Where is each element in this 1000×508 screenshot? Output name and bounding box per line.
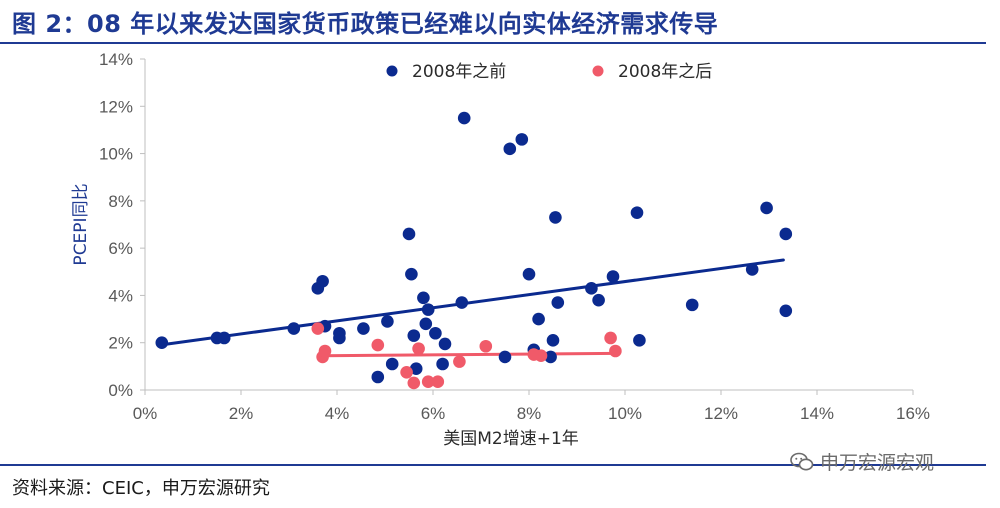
point-before-2008 bbox=[498, 350, 512, 364]
x-tick-label: 14% bbox=[800, 404, 834, 423]
x-tick-label: 6% bbox=[421, 404, 446, 423]
point-before-2008 bbox=[417, 291, 430, 305]
watermark-text: 申万宏源宏观 bbox=[820, 452, 935, 474]
point-before-2008 bbox=[592, 293, 605, 307]
point-before-2008 bbox=[457, 111, 471, 125]
point-after-2008 bbox=[604, 331, 617, 345]
point-before-2008 bbox=[633, 334, 646, 347]
point-before-2008 bbox=[779, 227, 793, 241]
trend-line-series-2 bbox=[321, 351, 617, 358]
point-before-2008 bbox=[333, 331, 346, 345]
y-tick-label: 2% bbox=[108, 334, 133, 353]
point-after-2008 bbox=[311, 322, 325, 335]
point-before-2008 bbox=[522, 267, 536, 281]
point-before-2008 bbox=[316, 274, 329, 288]
point-before-2008 bbox=[217, 331, 231, 345]
point-before-2008 bbox=[455, 296, 469, 309]
point-before-2008 bbox=[779, 304, 793, 318]
point-before-2008 bbox=[371, 370, 385, 384]
point-before-2008 bbox=[409, 362, 423, 376]
title-divider bbox=[0, 42, 986, 44]
legend-marker-series-2 bbox=[592, 65, 604, 77]
y-tick-label: 4% bbox=[108, 286, 133, 305]
x-tick-label: 2% bbox=[229, 404, 254, 423]
point-before-2008 bbox=[532, 312, 545, 326]
point-before-2008 bbox=[402, 227, 416, 241]
point-before-2008 bbox=[606, 270, 620, 283]
watermark: 申万宏源宏观 bbox=[790, 448, 934, 475]
point-before-2008 bbox=[357, 322, 370, 335]
x-tick-label: 10% bbox=[608, 404, 642, 423]
point-before-2008 bbox=[630, 206, 644, 219]
point-after-2008 bbox=[371, 338, 385, 352]
x-axis-label: 美国M2增速+1年 bbox=[443, 429, 579, 449]
x-tick-label: 16% bbox=[896, 404, 930, 423]
figure-title: 图 2：08 年以来发达国家货币政策已经难以向实体经济需求传导 bbox=[12, 10, 719, 38]
point-before-2008 bbox=[419, 317, 433, 331]
point-after-2008 bbox=[609, 344, 622, 358]
point-before-2008 bbox=[429, 326, 442, 340]
x-tick-label: 12% bbox=[704, 404, 738, 423]
point-before-2008 bbox=[546, 334, 560, 347]
point-after-2008 bbox=[534, 349, 548, 363]
trend-lines bbox=[157, 258, 785, 358]
footer-divider bbox=[0, 464, 986, 466]
point-before-2008 bbox=[515, 133, 529, 146]
point-before-2008 bbox=[407, 329, 421, 342]
point-before-2008 bbox=[381, 315, 394, 328]
point-after-2008 bbox=[421, 375, 435, 389]
data-points bbox=[155, 111, 793, 390]
y-tick-label: 8% bbox=[108, 192, 133, 211]
legend-label-series-2: 2008年之后 bbox=[618, 62, 712, 82]
point-before-2008 bbox=[287, 322, 301, 335]
point-before-2008 bbox=[421, 303, 435, 316]
trend-line-series-1 bbox=[157, 258, 785, 347]
point-before-2008 bbox=[544, 350, 557, 364]
chart-axes: 0% 2% 4% 6% 8% 10% 12% 14% 0% 2% 4% 6% 8% 10% 12% 14% 16… bbox=[71, 50, 930, 449]
chart-legend: 2008年之前 2008年之后 bbox=[386, 62, 712, 82]
point-before-2008 bbox=[549, 211, 562, 224]
point-before-2008 bbox=[503, 142, 517, 156]
point-before-2008 bbox=[685, 298, 699, 312]
point-after-2008 bbox=[412, 342, 425, 355]
y-axis-label: PCEPI同比 bbox=[71, 183, 91, 265]
wechat-icon bbox=[790, 452, 814, 470]
point-before-2008 bbox=[760, 201, 773, 215]
point-before-2008 bbox=[745, 263, 759, 276]
x-tick-label: 4% bbox=[325, 404, 350, 423]
point-after-2008 bbox=[318, 344, 332, 358]
point-after-2008 bbox=[453, 355, 466, 368]
source-note: 资料来源：CEIC，申万宏源研究 bbox=[12, 478, 270, 499]
point-after-2008 bbox=[407, 376, 421, 390]
y-tick-label: 14% bbox=[99, 50, 133, 69]
point-before-2008 bbox=[438, 337, 452, 351]
x-tick-label: 8% bbox=[517, 404, 542, 423]
x-tick-label: 0% bbox=[133, 404, 158, 423]
point-before-2008 bbox=[436, 357, 449, 371]
y-tick-label: 12% bbox=[99, 97, 133, 116]
point-after-2008 bbox=[400, 365, 413, 379]
y-tick-label: 10% bbox=[99, 145, 133, 164]
legend-label-series-1: 2008年之前 bbox=[412, 62, 506, 82]
point-before-2008 bbox=[385, 357, 399, 371]
point-after-2008 bbox=[431, 375, 445, 389]
legend-marker-series-1 bbox=[386, 65, 398, 77]
y-tick-label: 0% bbox=[108, 381, 133, 400]
point-before-2008 bbox=[551, 296, 565, 309]
y-tick-label: 6% bbox=[108, 239, 133, 258]
point-before-2008 bbox=[155, 336, 169, 350]
point-before-2008 bbox=[585, 282, 598, 295]
point-after-2008 bbox=[479, 339, 493, 353]
point-before-2008 bbox=[405, 267, 418, 281]
